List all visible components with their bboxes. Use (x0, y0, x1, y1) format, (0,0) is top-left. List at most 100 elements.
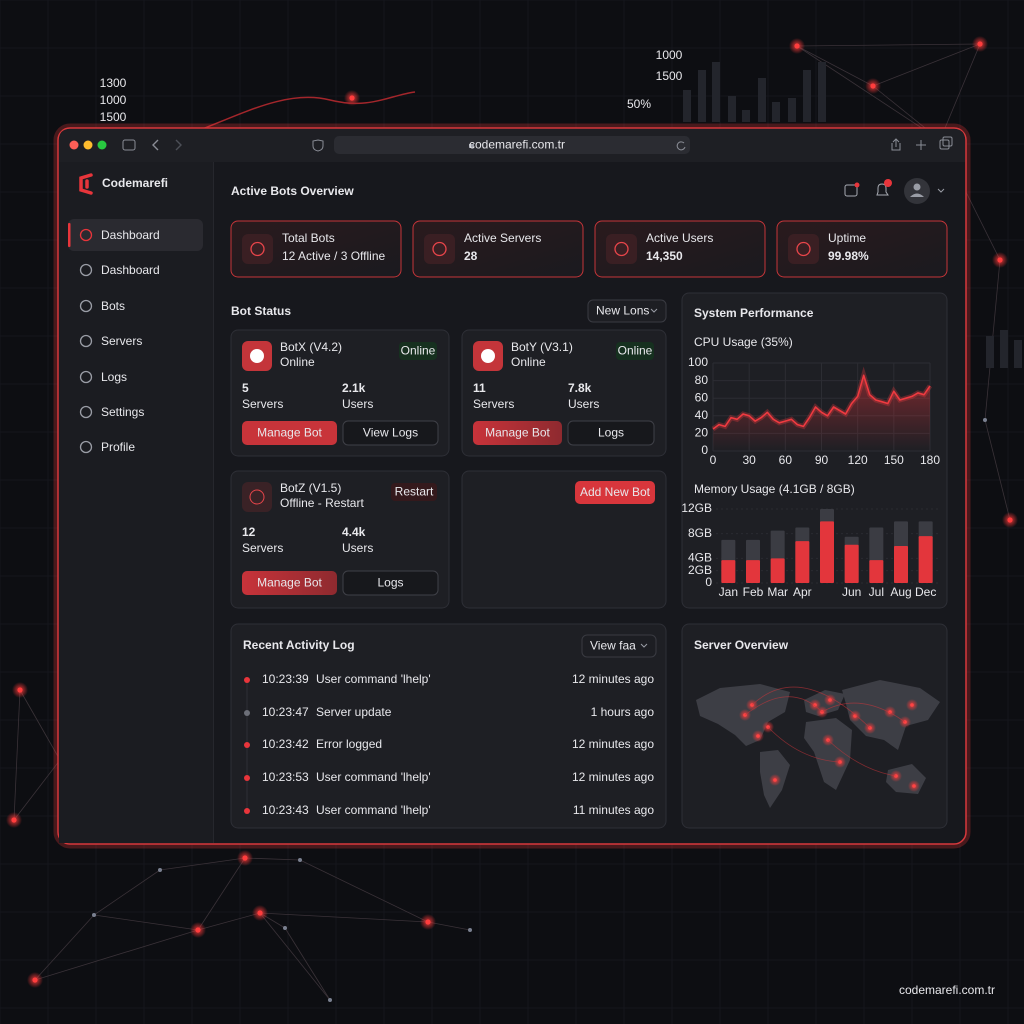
back-icon[interactable] (152, 139, 159, 151)
logs-button-label[interactable]: View Logs (363, 426, 418, 440)
bg-label: 1500 (656, 69, 683, 83)
bg-bar (712, 62, 720, 122)
nav-item[interactable]: Dashboard (101, 228, 160, 242)
bg-edge (872, 43, 981, 87)
avatar-head (913, 183, 921, 191)
add-bot-button-label[interactable]: Add New Bot (580, 485, 651, 499)
url-bar[interactable] (334, 136, 690, 154)
y-tick-label: 0 (705, 575, 712, 589)
map-node (813, 703, 817, 707)
bot-name: BotX (V4.2) (280, 340, 342, 354)
sidebar-toggle-icon[interactable] (122, 139, 136, 151)
brand-name: Codemarefi (102, 176, 168, 190)
logs-button-label[interactable]: Logs (377, 576, 403, 590)
nav-item[interactable]: Servers (101, 334, 142, 348)
bg-bar (758, 78, 766, 122)
x-tick-label: 30 (742, 453, 756, 467)
stat-value: 28 (464, 249, 478, 263)
y-tick-label: 20 (695, 426, 709, 440)
log-ago: 12 minutes ago (572, 770, 654, 784)
chart-title: CPU Usage (35%) (694, 335, 793, 349)
bg-edge (259, 912, 429, 923)
nav-item[interactable]: Bots (101, 299, 125, 313)
section-title: Bot Status (231, 304, 291, 318)
memory-bar (721, 560, 736, 583)
y-tick-label: 8GB (688, 526, 712, 540)
bg-edge (244, 857, 301, 861)
bot-servers: 5 (242, 381, 249, 395)
bg-edge (13, 689, 21, 821)
status-badge-label: Online (618, 344, 653, 358)
bot-icon (481, 349, 495, 363)
bg-bar (1000, 330, 1008, 368)
status-badge (391, 483, 437, 501)
tabs-icon-back[interactable] (942, 136, 953, 147)
new-tab-icon[interactable] (916, 140, 926, 150)
bot-users: 4.4k (342, 525, 366, 539)
stat-icon (432, 241, 447, 257)
logs-button[interactable] (342, 420, 439, 446)
logs-button[interactable] (342, 570, 439, 596)
avatar-caret[interactable] (937, 188, 945, 193)
bg-node (283, 926, 287, 930)
avatar[interactable] (904, 178, 930, 204)
tabs-icon[interactable] (939, 139, 950, 150)
stat-value: 99.98% (828, 249, 869, 263)
manage-button[interactable] (242, 421, 337, 445)
dropdown[interactable] (581, 634, 657, 658)
y-tick-label: 12GB (681, 501, 712, 515)
bg-edge (19, 689, 61, 761)
map-node (912, 784, 916, 788)
stat-value: 14,350 (646, 249, 683, 263)
y-tick-label: 80 (695, 373, 709, 387)
manage-button-label[interactable]: Manage Bot (485, 426, 550, 440)
calendar-icon[interactable] (844, 184, 858, 197)
forward-icon[interactable] (175, 139, 182, 151)
bot-icon (249, 489, 265, 505)
manage-button-label[interactable]: Manage Bot (257, 426, 322, 440)
manage-button[interactable] (473, 421, 562, 445)
window-control[interactable] (83, 140, 93, 150)
timeline-dot (244, 742, 250, 748)
manage-button-label[interactable]: Manage Bot (257, 576, 322, 590)
x-tick-label: 60 (779, 453, 793, 467)
bot-icon (250, 349, 264, 363)
x-tick-label: 180 (920, 453, 940, 467)
bg-edge (939, 43, 981, 141)
nav-item[interactable]: Profile (101, 440, 135, 454)
bg-bar (986, 336, 994, 368)
bg-edge (197, 857, 246, 931)
add-bot-card (461, 470, 667, 609)
bg-line (199, 91, 416, 131)
reload-icon[interactable] (676, 141, 686, 151)
bot-servers: 12 (242, 525, 256, 539)
manage-button[interactable] (242, 571, 337, 595)
bell-icon[interactable] (876, 183, 889, 196)
window-control[interactable] (69, 140, 79, 150)
timeline-dot (244, 775, 250, 781)
nav-active-bg[interactable] (68, 219, 203, 251)
share-icon[interactable] (891, 138, 901, 151)
dropdown[interactable] (587, 299, 667, 323)
bg-node (983, 418, 987, 422)
nav-icon (79, 440, 93, 454)
log-message: User command 'lhelp' (316, 672, 431, 686)
bot-name: BotY (V3.1) (511, 340, 573, 354)
x-tick-label: Jan (719, 585, 738, 599)
bot-users-label: Users (568, 397, 599, 411)
logs-button[interactable] (567, 420, 655, 446)
timeline-dot (244, 677, 250, 683)
bg-node (794, 43, 800, 49)
logs-button-label[interactable]: Logs (598, 426, 624, 440)
nav-item[interactable]: Logs (101, 370, 127, 384)
nav-item[interactable]: Settings (101, 405, 144, 419)
nav-item[interactable]: Dashboard (101, 263, 160, 277)
cpu-line (712, 374, 931, 430)
memory-bar (844, 544, 859, 583)
log-time: 10:23:39 (262, 672, 309, 686)
bg-edge (197, 912, 261, 931)
dropdown-label: New Lons (596, 304, 649, 318)
memory-bar (820, 521, 834, 583)
add-bot-button[interactable] (575, 481, 655, 504)
window-control[interactable] (97, 140, 107, 150)
